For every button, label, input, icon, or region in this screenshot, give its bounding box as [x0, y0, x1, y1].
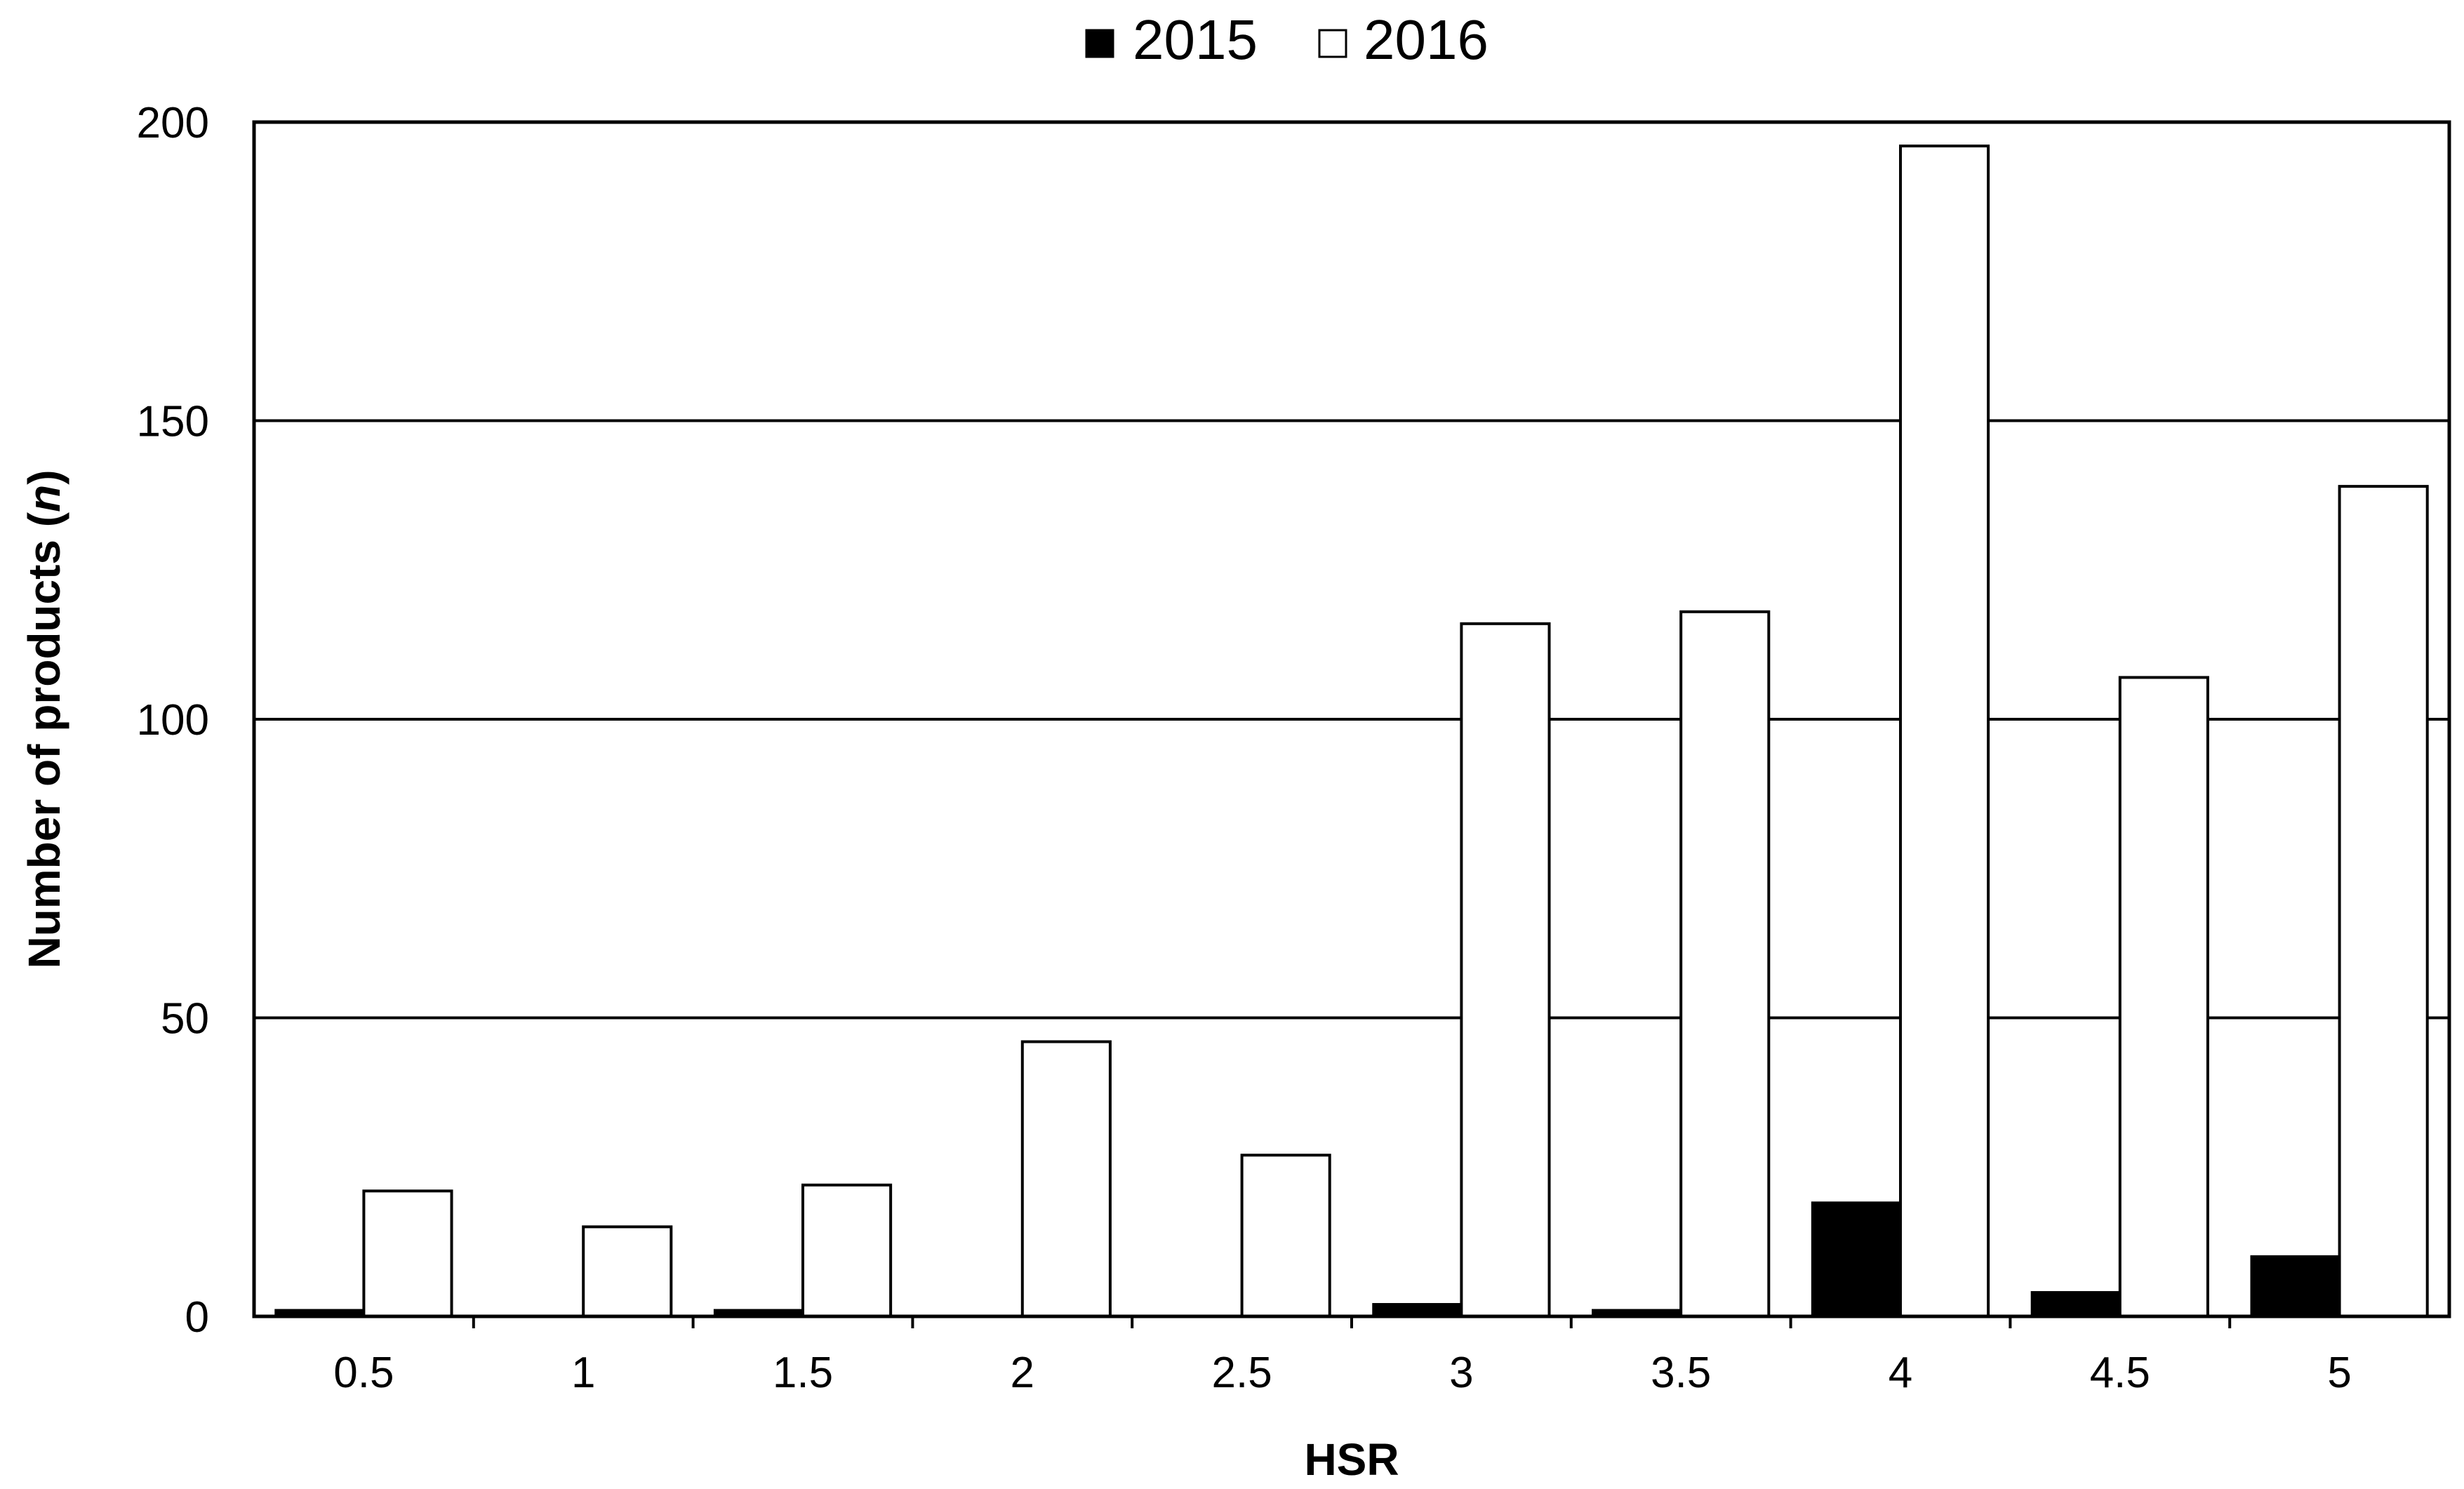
x-tick-label: 1.5: [773, 1349, 833, 1397]
bar-2016-4: [1899, 145, 1990, 1318]
y-axis-label-part: Number of products (: [19, 512, 69, 968]
y-tick-label: 100: [137, 696, 209, 744]
y-axis-label-italic-part: n: [19, 485, 69, 512]
bar-2015-4.5: [2030, 1290, 2122, 1318]
legend-swatch-2016: [1318, 29, 1347, 58]
x-tick-label: 5: [2327, 1349, 2351, 1397]
y-tick-label: 0: [185, 1293, 209, 1342]
gridlines: [254, 419, 2449, 1020]
bar-2015-4: [1811, 1201, 1902, 1318]
x-tick-label: 4: [1889, 1349, 1912, 1397]
chart-legend: 2015 2016: [1085, 8, 1489, 71]
y-tick-label: 50: [161, 995, 209, 1043]
y-tick-label: 200: [137, 99, 209, 147]
legend-swatch-2015: [1085, 29, 1114, 58]
bar-2015-5: [2250, 1255, 2341, 1318]
bar-2016-2.5: [1240, 1154, 1331, 1318]
bar-2015-3: [1372, 1302, 1463, 1318]
plot-area-frame: [252, 120, 2451, 1318]
bars: [274, 145, 2429, 1318]
x-tick-label: 3: [1449, 1349, 1473, 1397]
bar-2016-0.5: [362, 1189, 453, 1318]
x-tick-label: 0.5: [333, 1349, 394, 1397]
bar-2016-3: [1460, 622, 1551, 1318]
x-axis-ticks: 0.5 1 1.5 2 2.5 3 3.5 4 4.5 5: [333, 1316, 2352, 1397]
legend-label-2015: 2015: [1133, 8, 1258, 71]
bar-2016-1.5: [801, 1183, 893, 1318]
x-tick-label: 1: [571, 1349, 595, 1397]
bar-2016-4.5: [2118, 676, 2209, 1318]
y-axis-ticks: 0 50 100 150 200: [137, 99, 209, 1342]
x-tick-label: 2: [1011, 1349, 1034, 1397]
y-axis-label: Number of products (n): [19, 469, 69, 968]
x-tick-label: 2.5: [1211, 1349, 1272, 1397]
x-axis-label: HSR: [1304, 1434, 1399, 1485]
y-tick-label: 150: [137, 398, 209, 446]
legend-label-2016: 2016: [1364, 8, 1489, 71]
bar-2016-1: [582, 1225, 673, 1318]
x-tick-label: 3.5: [1651, 1349, 1711, 1397]
bar-2016-2: [1020, 1040, 1112, 1318]
x-tick-label: 4.5: [2090, 1349, 2150, 1397]
bar-2016-5: [2338, 485, 2429, 1318]
y-axis-label-part: ): [19, 469, 69, 484]
bar-2016-3.5: [1679, 610, 1771, 1318]
